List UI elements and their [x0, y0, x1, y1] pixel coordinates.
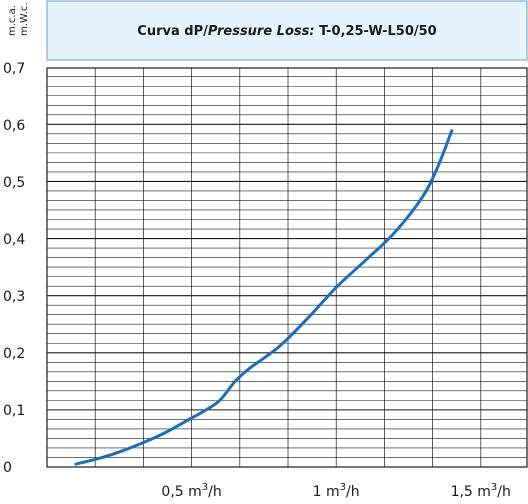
chart-title: Curva dP/Pressure Loss: T-0,25-W-L50/50 — [137, 24, 436, 39]
y-tick-label: 0,5 — [3, 175, 25, 191]
y-axis-unit-label-1: m.c.a. — [7, 5, 18, 36]
x-tick-label: 1 m3/h — [313, 482, 360, 500]
pressure-loss-curve — [74, 129, 454, 466]
plot-area — [47, 68, 527, 467]
y-tick-label: 0 — [3, 460, 12, 476]
x-tick-labels: 0,5 m3/h 1 m3/h 1,5 m3/h — [161, 482, 510, 500]
y-tick-labels: 0 0,1 0,2 0,3 0,4 0,5 0,6 0,7 — [3, 61, 25, 476]
x-tick-label: 0,5 m3/h — [161, 482, 221, 500]
plot-frame — [46, 67, 528, 468]
y-tick-label: 0,3 — [3, 289, 25, 305]
y-tick-label: 0,1 — [3, 403, 25, 419]
y-tick-label: 0,6 — [3, 118, 25, 134]
y-tick-label: 0,4 — [3, 232, 25, 248]
x-tick-label: 1,5 m3/h — [451, 482, 511, 500]
y-tick-label: 0,2 — [3, 346, 25, 362]
chart-title-box — [46, 0, 528, 61]
y-axis-unit-label-2: m.W.c. — [19, 2, 30, 36]
y-tick-label: 0,7 — [3, 61, 25, 77]
grid-lines — [47, 68, 527, 467]
